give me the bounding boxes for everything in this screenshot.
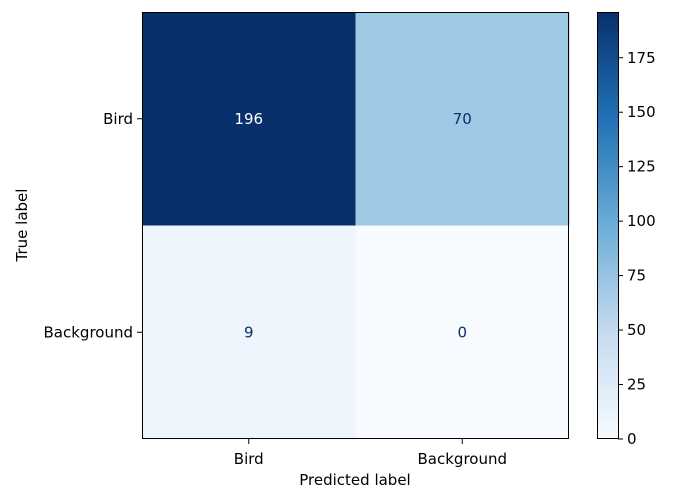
cell-value-label: 196 xyxy=(234,110,263,128)
cell-value-label: 0 xyxy=(457,323,467,341)
colorbar-tick-label: 25 xyxy=(627,376,646,394)
colorbar-ticks: 0 25 50 75 100 125 150 175 xyxy=(618,49,656,448)
x-axis-ticks: Bird Background xyxy=(234,439,507,468)
cell-value-label: 9 xyxy=(244,323,254,341)
heatmap-cell xyxy=(142,12,356,226)
heatmap-cells: 196 70 9 0 xyxy=(142,12,570,440)
cell-value-label: 70 xyxy=(453,110,472,128)
x-tick-label: Bird xyxy=(234,450,264,468)
colorbar-tick-label: 0 xyxy=(627,430,637,448)
y-tick-label: Bird xyxy=(103,110,133,128)
y-axis-label: True label xyxy=(13,189,31,263)
colorbar-tick-label: 50 xyxy=(627,321,646,339)
y-tick-label: Background xyxy=(44,323,134,341)
colorbar-tick-label: 100 xyxy=(627,212,656,230)
heatmap-cell xyxy=(142,225,356,440)
heatmap-cell xyxy=(355,225,570,440)
x-axis-label: Predicted label xyxy=(299,471,410,489)
colorbar-tick-label: 75 xyxy=(627,267,646,285)
colorbar xyxy=(597,12,618,439)
colorbar-tick-label: 150 xyxy=(627,103,656,121)
colorbar-tick-label: 175 xyxy=(627,49,656,67)
plot-frame xyxy=(142,12,569,439)
colorbar-tick-label: 125 xyxy=(627,158,656,176)
heatmap-cell xyxy=(355,12,570,226)
x-tick-label: Background xyxy=(418,450,508,468)
y-axis-ticks: Bird Background xyxy=(44,110,142,341)
colorbar-frame xyxy=(597,12,619,439)
